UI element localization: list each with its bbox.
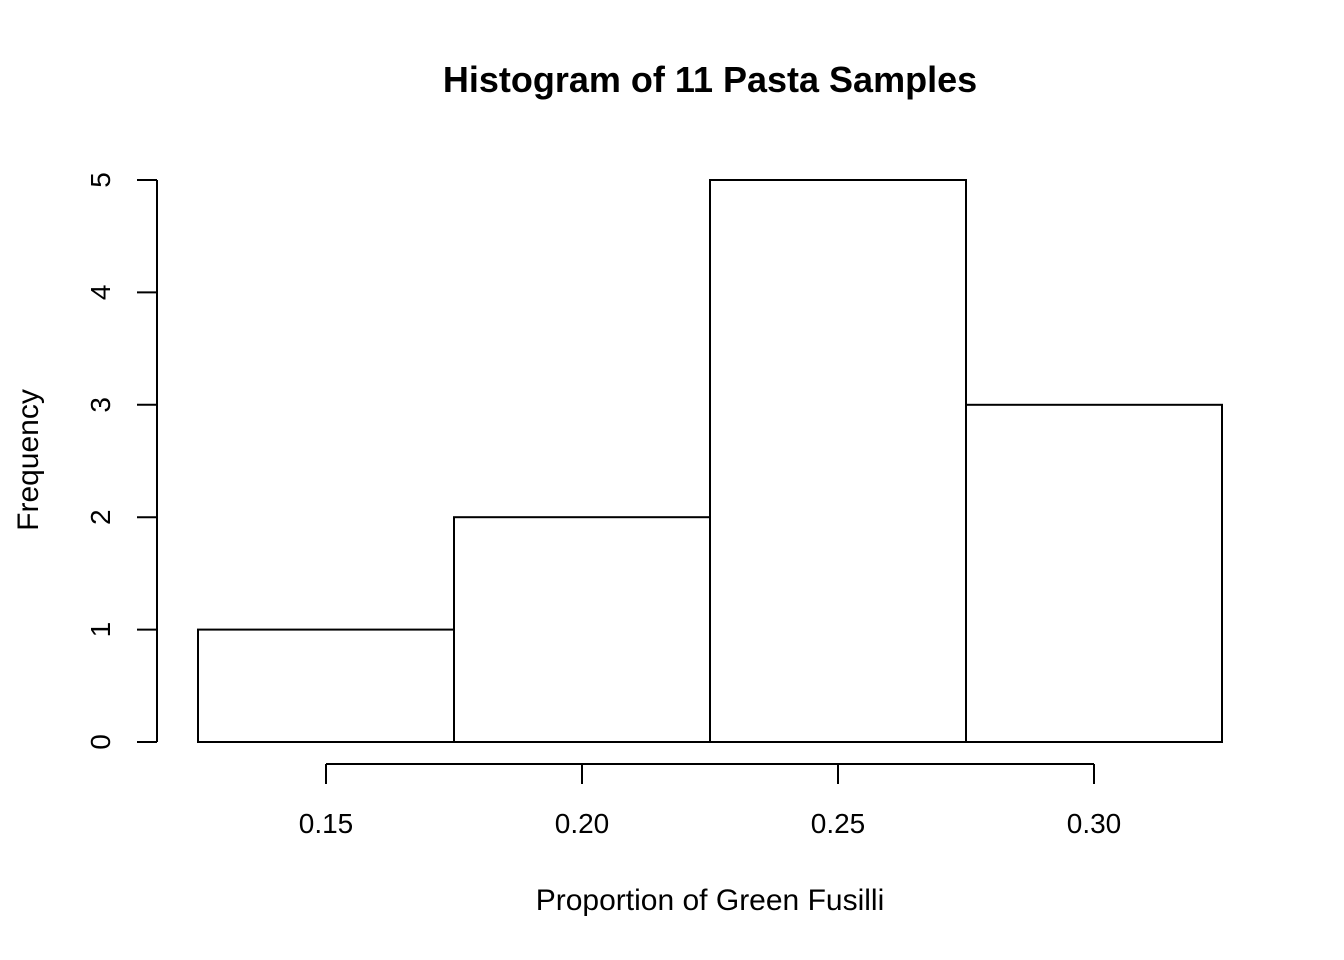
histogram-bar-0 <box>197 628 455 743</box>
x-tick-label-0: 0.15 <box>299 808 354 839</box>
y-axis-label: Frequency <box>12 389 45 531</box>
histogram-bar-3 <box>965 403 1223 743</box>
y-tick-label-5: 5 <box>85 172 116 188</box>
histogram-bar-2 <box>709 179 967 743</box>
histogram-bar-1 <box>453 516 711 744</box>
y-tick-label-3: 3 <box>85 397 116 413</box>
x-tick-label-1: 0.20 <box>555 808 610 839</box>
y-tick-label-2: 2 <box>85 509 116 525</box>
y-axis: 0 1 2 3 4 5 <box>85 172 158 750</box>
y-tick-label-4: 4 <box>85 285 116 301</box>
y-tick-label-0: 0 <box>85 734 116 750</box>
chart-title: Histogram of 11 Pasta Samples <box>443 59 977 100</box>
x-axis: 0.15 0.20 0.25 0.30 <box>299 763 1122 839</box>
x-tick-label-2: 0.25 <box>811 808 866 839</box>
x-axis-label: Proportion of Green Fusilli <box>536 884 885 917</box>
x-tick-label-3: 0.30 <box>1067 808 1122 839</box>
histogram-bars <box>197 179 1223 744</box>
y-tick-label-1: 1 <box>85 622 116 638</box>
